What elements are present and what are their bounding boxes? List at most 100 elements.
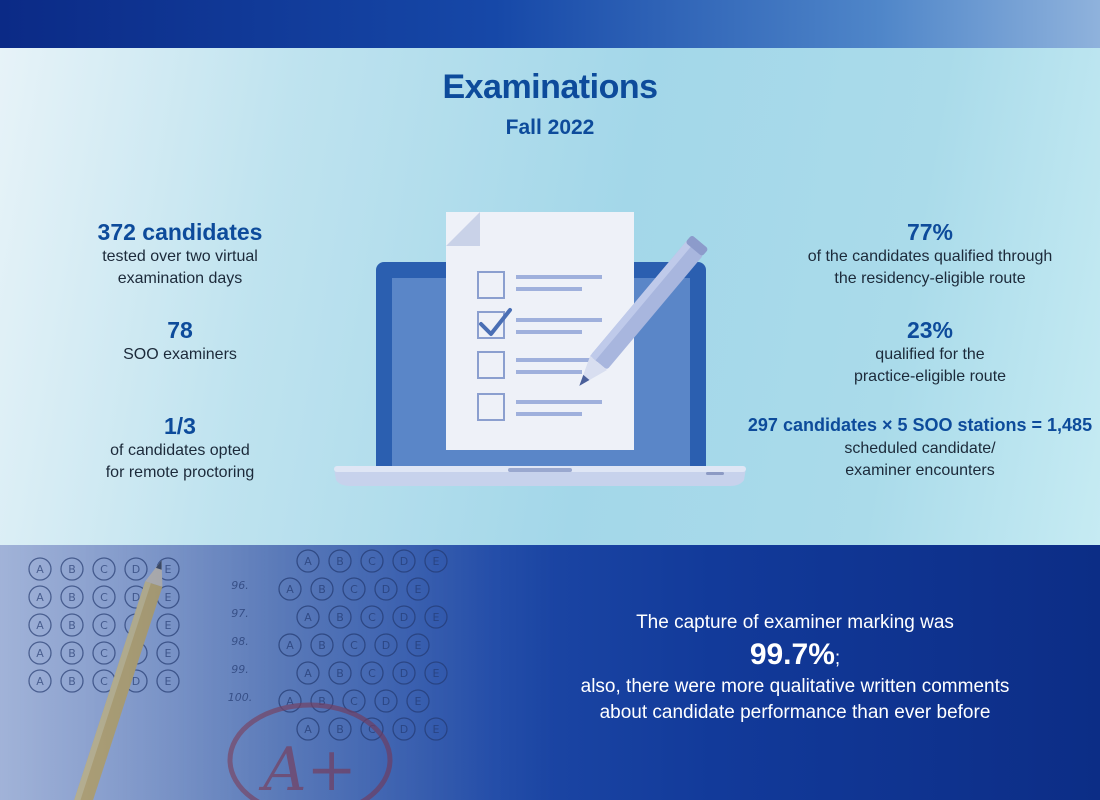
answer-bubble <box>360 549 384 573</box>
answer-bubble <box>406 689 430 713</box>
answer-bubble <box>342 577 366 601</box>
answer-bubble <box>424 717 448 741</box>
answer-bubble <box>28 585 52 609</box>
stat-residency-route: 77% of the candidates qualified through … <box>770 218 1090 290</box>
capture-percent: 99.7% <box>749 638 835 671</box>
answer-bubble-letter: E <box>415 695 422 708</box>
answer-bubble <box>28 557 52 581</box>
answer-bubble-letter: C <box>350 583 358 596</box>
stat-caption: scheduled candidate/ <box>844 440 996 457</box>
answer-bubble <box>296 549 320 573</box>
page-title: Examinations <box>442 68 658 106</box>
page-subtitle: Fall 2022 <box>505 116 595 139</box>
answer-bubble <box>328 717 352 741</box>
answer-bubble <box>60 613 84 637</box>
answer-bubble-letter: C <box>350 639 358 652</box>
stat-caption: qualified for the <box>875 346 985 363</box>
answer-bubble <box>392 549 416 573</box>
statement-line-3: about candidate performance than ever be… <box>599 702 991 723</box>
percent-suffix: ; <box>834 648 841 669</box>
answer-bubble <box>278 577 302 601</box>
answer-bubble-letter: A <box>304 611 312 624</box>
answer-bubble-letter: E <box>415 639 422 652</box>
answer-bubble-letter: B <box>336 667 344 680</box>
statement-line-1: The capture of examiner marking was <box>636 612 954 633</box>
stat-caption: tested over two virtual <box>102 248 258 265</box>
stat-encounters: 297 candidates × 5 SOO stations = 1,485 … <box>745 412 1095 482</box>
answer-bubble <box>60 641 84 665</box>
answer-bubble-letter: B <box>68 563 76 576</box>
stat-practice-route: 23% qualified for the practice-eligible … <box>770 316 1090 388</box>
answer-bubble <box>92 557 116 581</box>
answer-bubble-letter: E <box>165 619 172 632</box>
answer-bubble <box>424 549 448 573</box>
answer-bubble <box>60 557 84 581</box>
answer-bubble <box>328 605 352 629</box>
laptop-icon <box>334 212 746 486</box>
answer-bubble <box>278 633 302 657</box>
stat-candidates: 372 candidates tested over two virtual e… <box>70 218 290 290</box>
answer-bubble <box>310 633 334 657</box>
answer-bubble <box>124 557 148 581</box>
answer-bubble-letter: C <box>100 647 108 660</box>
stat-remote-proctoring: 1/3 of candidates opted for remote proct… <box>70 412 290 484</box>
answer-bubble-letter: B <box>68 591 76 604</box>
answer-bubble <box>392 605 416 629</box>
answer-bubble-letter: B <box>68 675 76 688</box>
answer-bubble-letter: B <box>336 611 344 624</box>
bubble-sheet-image: A B C D E 96. A B C D E 97. A B C D E 98. A B C D E 99. A B C D E 100… <box>0 545 560 800</box>
answer-bubble <box>92 613 116 637</box>
stat-caption: examiner encounters <box>845 462 995 479</box>
answer-bubble-letter: C <box>350 695 358 708</box>
stat-value: 297 candidates × 5 SOO stations = 1,485 <box>747 415 1093 435</box>
answer-bubble-letter: C <box>368 667 376 680</box>
answer-bubble-letter: B <box>318 639 326 652</box>
stat-caption: practice-eligible route <box>853 368 1007 385</box>
row-number: 96. <box>231 579 249 592</box>
answer-bubble-letter: A <box>36 647 44 660</box>
answer-bubble-letter: A <box>36 675 44 688</box>
answer-bubble-letter: B <box>336 555 344 568</box>
answer-bubble-letter: C <box>100 591 108 604</box>
stat-caption: of the candidates qualified through <box>807 248 1053 265</box>
answer-bubble <box>310 577 334 601</box>
stat-value: 77% <box>906 219 954 245</box>
answer-bubble-letter: B <box>68 619 76 632</box>
answer-bubble-letter: C <box>368 611 376 624</box>
answer-bubble-letter: A <box>304 723 312 736</box>
answer-bubble-letter: D <box>382 583 390 596</box>
answer-bubble-letter: B <box>318 695 326 708</box>
answer-bubble-letter: D <box>400 723 408 736</box>
answer-bubble <box>296 661 320 685</box>
answer-bubble <box>60 585 84 609</box>
grade-mark: A+ <box>258 735 357 800</box>
answer-bubble-letter: D <box>400 555 408 568</box>
answer-bubble <box>156 641 180 665</box>
stat-caption: the residency-eligible route <box>834 270 1026 287</box>
answer-bubble <box>424 605 448 629</box>
answer-bubble <box>92 585 116 609</box>
answer-bubble-letter: E <box>165 675 172 688</box>
answer-bubble-letter: C <box>100 675 108 688</box>
stat-examiners: 78 SOO examiners <box>70 316 290 366</box>
answer-bubble <box>328 549 352 573</box>
answer-bubble-letter: D <box>132 563 140 576</box>
answer-bubble-letter: D <box>382 695 390 708</box>
percent-row: 99.7%; <box>560 636 1030 674</box>
answer-bubble <box>360 605 384 629</box>
answer-bubble-letter: E <box>433 723 440 736</box>
answer-bubble <box>28 641 52 665</box>
answer-bubble <box>342 689 366 713</box>
answer-bubble <box>406 633 430 657</box>
answer-bubble <box>374 689 398 713</box>
answer-bubble-letter: A <box>304 667 312 680</box>
answer-bubble <box>310 689 334 713</box>
stat-caption: of candidates opted <box>110 442 250 459</box>
answer-bubble-letter: D <box>400 667 408 680</box>
answer-bubble-letter: A <box>304 555 312 568</box>
row-number: 100. <box>228 691 253 704</box>
answer-bubble <box>28 613 52 637</box>
answer-bubble-letter: A <box>36 619 44 632</box>
answer-bubble <box>424 661 448 685</box>
row-number: 98. <box>231 635 249 648</box>
